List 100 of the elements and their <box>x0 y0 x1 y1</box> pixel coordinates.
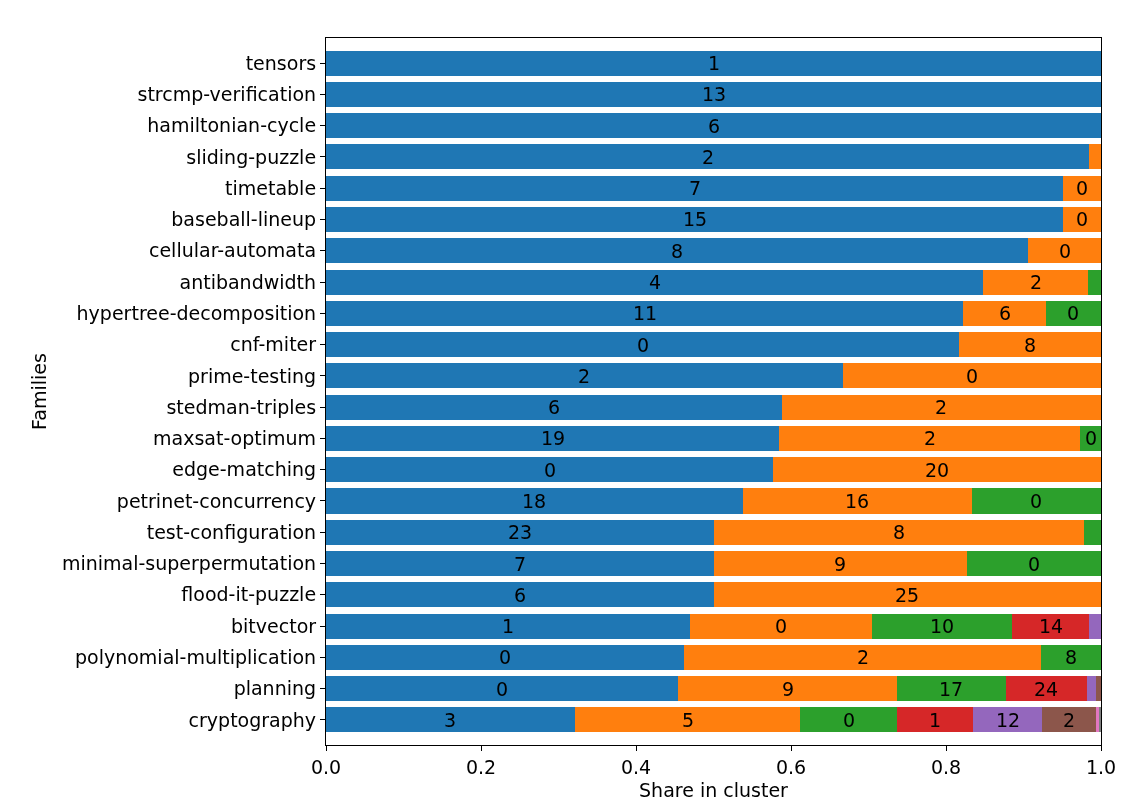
bar <box>677 676 898 702</box>
bar <box>326 582 714 608</box>
annotation: 9 <box>782 678 795 700</box>
y-tick-label: baseball-lineup <box>171 208 317 231</box>
y-tick-label: bitvector <box>231 614 317 637</box>
bar <box>1089 613 1101 639</box>
annotation: 0 <box>1059 240 1072 262</box>
bar <box>959 332 1101 358</box>
annotation: 2 <box>578 365 591 387</box>
annotation: 8 <box>1065 646 1078 668</box>
annotation: 9 <box>834 553 847 575</box>
bar <box>973 707 1043 733</box>
annotation: 10 <box>930 615 955 637</box>
annotation: 2 <box>924 427 937 449</box>
annotation: 0 <box>1028 553 1041 575</box>
x-tick-label: 0.0 <box>310 755 342 778</box>
annotation: 11 <box>633 302 658 324</box>
annotation: 0 <box>544 459 557 481</box>
bar <box>779 425 1081 451</box>
annotation: 13 <box>702 83 727 105</box>
annotation: 20 <box>925 459 950 481</box>
x-tick-label: 0.6 <box>775 755 807 778</box>
y-tick-label: hamiltonian-cycle <box>147 114 317 137</box>
bar <box>1045 300 1101 326</box>
annotation: 6 <box>708 115 721 137</box>
bar <box>326 488 743 514</box>
y-tick-label: maxsat-optimum <box>153 427 317 450</box>
annotation: 4 <box>649 271 662 293</box>
bar <box>742 488 972 514</box>
bar <box>326 613 691 639</box>
bar <box>326 676 678 702</box>
bar <box>1063 175 1101 201</box>
bar <box>781 394 1101 420</box>
bar <box>326 238 1029 264</box>
annotation: 24 <box>1034 678 1059 700</box>
x-tick-label: 1.0 <box>1085 755 1117 778</box>
bar <box>574 707 801 733</box>
bar <box>1041 644 1101 670</box>
bar <box>326 519 714 545</box>
bar <box>326 644 685 670</box>
bar <box>1042 707 1097 733</box>
bar <box>713 582 1101 608</box>
annotation: 1 <box>708 52 721 74</box>
annotation: 7 <box>689 177 702 199</box>
bar <box>983 269 1088 295</box>
x-tick-label: 0.2 <box>465 755 497 778</box>
bar <box>1087 676 1097 702</box>
annotation: 0 <box>775 615 788 637</box>
bar <box>1063 206 1101 232</box>
bar <box>842 363 1101 389</box>
annotation: 2 <box>702 146 715 168</box>
annotation: 25 <box>895 584 920 606</box>
y-tick-label: test-configuration <box>146 520 317 543</box>
annotation: 5 <box>682 709 695 731</box>
annotation: 0 <box>1076 177 1089 199</box>
bar <box>966 551 1101 577</box>
y-tick-label: planning <box>233 677 317 700</box>
annotation: 0 <box>637 334 650 356</box>
x-tick-label: 0.8 <box>930 755 962 778</box>
annotation: 15 <box>683 208 708 230</box>
annotation: 7 <box>514 553 527 575</box>
y-tick-label: timetable <box>225 176 317 199</box>
annotation: 19 <box>541 427 566 449</box>
bar <box>326 50 1101 76</box>
annotation: 17 <box>939 678 964 700</box>
bar <box>326 175 1064 201</box>
annotation: 2 <box>935 396 948 418</box>
annotation: 6 <box>548 396 561 418</box>
bar <box>326 425 780 451</box>
bar <box>326 300 964 326</box>
y-tick-label: hypertree-decomposition <box>76 301 317 324</box>
x-tick-label: 0.4 <box>620 755 652 778</box>
bar <box>713 519 1084 545</box>
y-axis-title: Families <box>27 353 50 430</box>
y-tick-label: polynomial-multiplication <box>74 646 317 669</box>
annotation: 12 <box>996 709 1021 731</box>
annotation: 3 <box>444 709 457 731</box>
bar <box>326 81 1101 107</box>
annotation: 2 <box>1030 271 1043 293</box>
annotation: 0 <box>1030 490 1043 512</box>
annotation: 8 <box>893 521 906 543</box>
bar <box>1028 238 1101 264</box>
annotation: 0 <box>1085 427 1098 449</box>
y-tick-label: edge-matching <box>172 458 317 481</box>
bar <box>326 206 1064 232</box>
bar <box>326 707 575 733</box>
annotation: 0 <box>966 365 979 387</box>
bar <box>897 707 974 733</box>
annotation: 6 <box>514 584 527 606</box>
bar <box>326 144 1090 170</box>
bar <box>971 488 1101 514</box>
annotation: 16 <box>845 490 870 512</box>
y-tick-label: flood-it-puzzle <box>181 583 317 606</box>
annotation: 1 <box>502 615 515 637</box>
bar <box>963 300 1046 326</box>
annotation: 0 <box>1076 208 1089 230</box>
annotation: 18 <box>522 490 547 512</box>
bar <box>1005 676 1088 702</box>
annotation: 8 <box>1024 334 1037 356</box>
bar <box>326 551 714 577</box>
